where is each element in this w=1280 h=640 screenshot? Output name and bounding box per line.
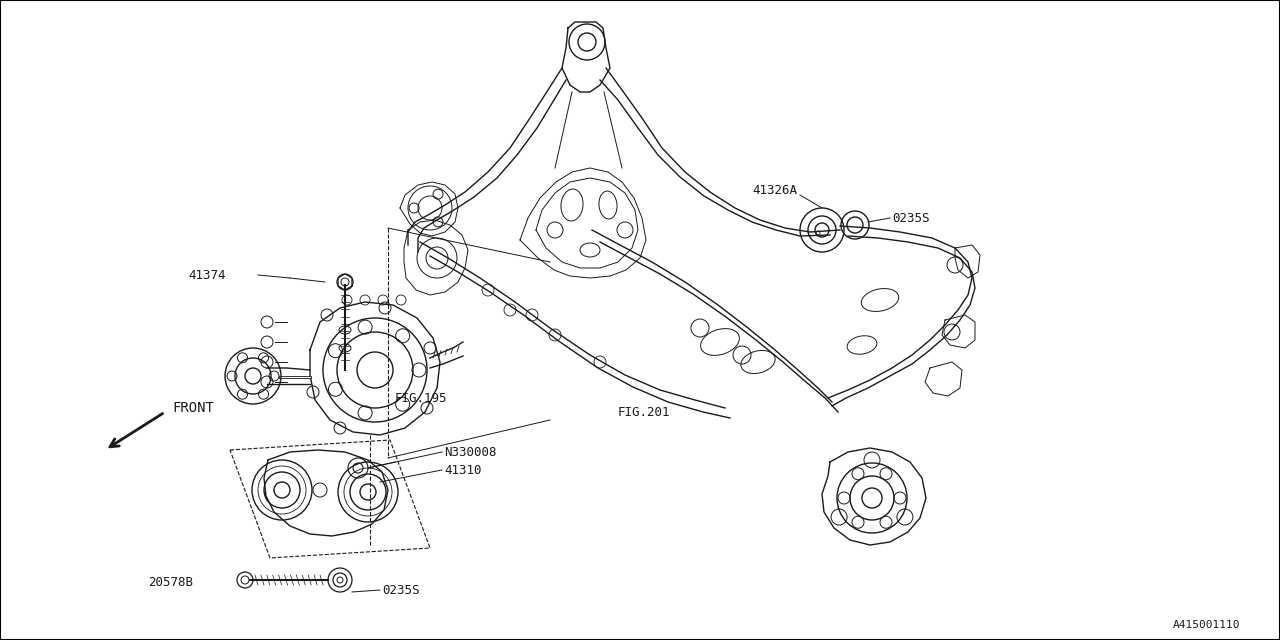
Text: N330008: N330008 <box>444 445 497 458</box>
Text: 41310: 41310 <box>444 463 481 477</box>
Text: 0235S: 0235S <box>381 584 420 596</box>
Text: A415001110: A415001110 <box>1172 620 1240 630</box>
Text: FIG.195: FIG.195 <box>396 392 448 404</box>
Text: 41374: 41374 <box>188 269 225 282</box>
Text: 0235S: 0235S <box>892 211 929 225</box>
Text: 41326A: 41326A <box>753 184 797 196</box>
Text: 20578B: 20578B <box>148 575 193 589</box>
Text: FRONT: FRONT <box>172 401 214 415</box>
Text: FIG.201: FIG.201 <box>618 406 671 419</box>
